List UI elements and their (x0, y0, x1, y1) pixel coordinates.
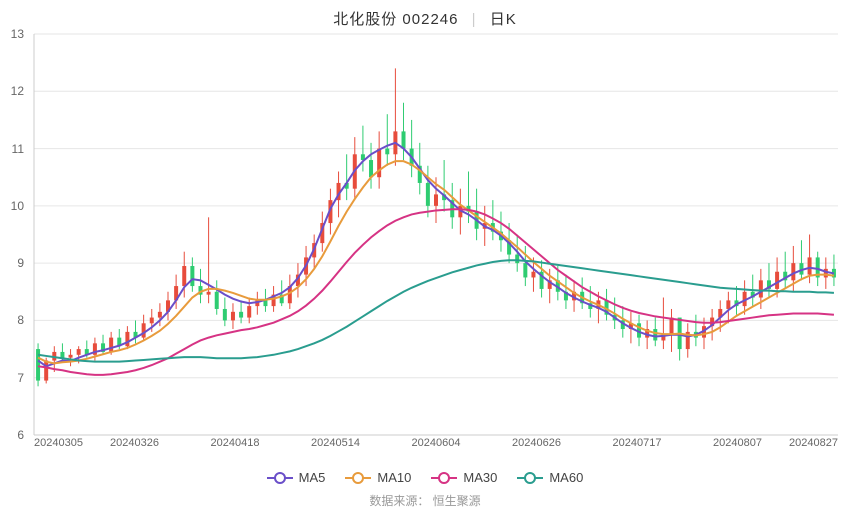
x-tick-label: 20240326 (110, 437, 159, 449)
x-tick-label: 20240717 (613, 437, 662, 449)
data-source: 数据来源： 恒生聚源 (0, 492, 850, 509)
y-tick-label: 10 (11, 199, 24, 213)
legend-swatch (431, 477, 457, 479)
y-tick-label: 13 (11, 27, 24, 41)
chart-period: 日K (490, 11, 517, 28)
legend-swatch (345, 477, 371, 479)
stock-code: 002246 (402, 11, 458, 28)
y-tick-label: 9 (17, 256, 24, 270)
x-tick-label: 20240514 (311, 437, 360, 449)
y-tick-label: 7 (17, 371, 24, 385)
legend-swatch (267, 477, 293, 479)
x-axis-labels: 20240305 20240326 20240418 20240514 20240604… (34, 437, 838, 453)
legend-item: MA5 (267, 470, 326, 485)
y-tick-label: 6 (17, 428, 24, 442)
legend-label: MA60 (549, 470, 583, 485)
y-tick-label: 11 (12, 142, 24, 156)
legend-item: MA10 (345, 470, 411, 485)
x-tick-label: 20240604 (412, 437, 461, 449)
y-tick-label: 12 (11, 84, 24, 98)
x-tick-label: 20240827 (789, 437, 838, 449)
legend-label: MA10 (377, 470, 411, 485)
stock-name: 北化股份 (333, 11, 397, 28)
chart-title: 北化股份 002246 | 日K (0, 0, 850, 29)
x-tick-label: 20240626 (512, 437, 561, 449)
x-tick-label: 20240807 (713, 437, 762, 449)
stock-kline-chart: 北化股份 002246 | 日K 678910111213 2024030520… (0, 0, 850, 517)
legend-label: MA5 (299, 470, 326, 485)
legend-swatch (517, 477, 543, 479)
legend-item: MA30 (431, 470, 497, 485)
chart-legend: MA5 MA10 MA30 MA60 (0, 467, 850, 486)
y-tick-label: 8 (17, 313, 24, 327)
x-tick-label: 20240305 (34, 437, 83, 449)
x-tick-label: 20240418 (211, 437, 260, 449)
legend-label: MA30 (463, 470, 497, 485)
plot-area (34, 34, 838, 435)
title-divider: | (472, 11, 477, 28)
legend-item: MA60 (517, 470, 583, 485)
y-axis-labels: 678910111213 (0, 34, 30, 435)
